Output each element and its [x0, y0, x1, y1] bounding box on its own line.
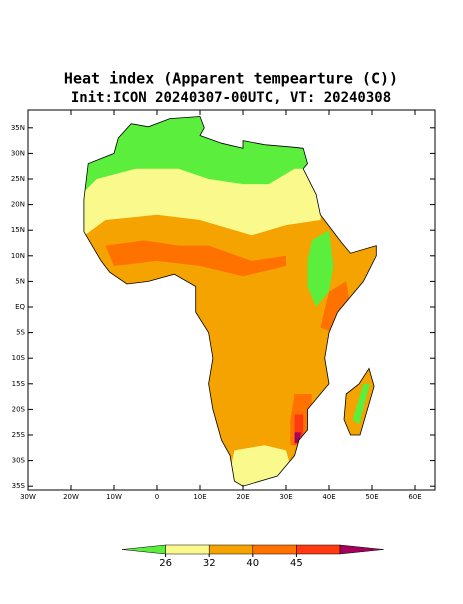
lon-label: 0: [155, 493, 159, 501]
lat-label: EQ: [15, 303, 25, 311]
colorbar-end: [339, 544, 384, 555]
sahel-hot: [105, 240, 287, 277]
colorbar-box: [165, 544, 210, 555]
east-green: [307, 230, 334, 307]
lat-label: 35S: [12, 482, 26, 490]
colorbar-label: 45: [290, 558, 303, 569]
lon-label: 50E: [365, 493, 378, 501]
colorbar-label: 40: [246, 558, 259, 569]
subtitle: Init:ICON 20240307-00UTC, VT: 20240308: [71, 90, 391, 106]
lat-label: 20N: [11, 201, 25, 209]
lon-label: 30E: [279, 493, 292, 501]
colorbar-end: [121, 544, 166, 555]
lat-label: 25N: [11, 175, 25, 183]
lat-label: 5S: [16, 329, 25, 337]
lon-label: 10W: [106, 493, 122, 501]
colorbar-label: 26: [159, 558, 172, 569]
lon-label: 20E: [236, 493, 249, 501]
lat-label: 15N: [11, 226, 25, 234]
lat-label: 30S: [12, 457, 26, 465]
lat-label: 30N: [11, 149, 25, 157]
lat-label: 10S: [12, 354, 26, 362]
lat-label: 15S: [12, 380, 26, 388]
lat-label: 20S: [12, 405, 26, 413]
lon-label: 20W: [63, 493, 79, 501]
lat-label: 10N: [11, 252, 25, 260]
africa-outline: [83, 116, 377, 487]
madagascar-green: [352, 383, 370, 425]
lat-label: 25S: [12, 431, 26, 439]
lon-label: 30W: [20, 493, 36, 501]
colorbar-box: [252, 544, 297, 555]
title: Heat index (Apparent tempearture (C)): [64, 70, 398, 88]
colorbar-box: [296, 544, 341, 555]
east-hot: [320, 281, 351, 333]
lon-label: 10E: [193, 493, 206, 501]
lon-label: 40E: [322, 493, 335, 501]
lon-label: 60E: [408, 493, 421, 501]
colorbar-label: 32: [203, 558, 216, 569]
lat-label: 5N: [15, 277, 25, 285]
lat-label: 35N: [11, 124, 25, 132]
colorbar-box: [208, 544, 254, 555]
